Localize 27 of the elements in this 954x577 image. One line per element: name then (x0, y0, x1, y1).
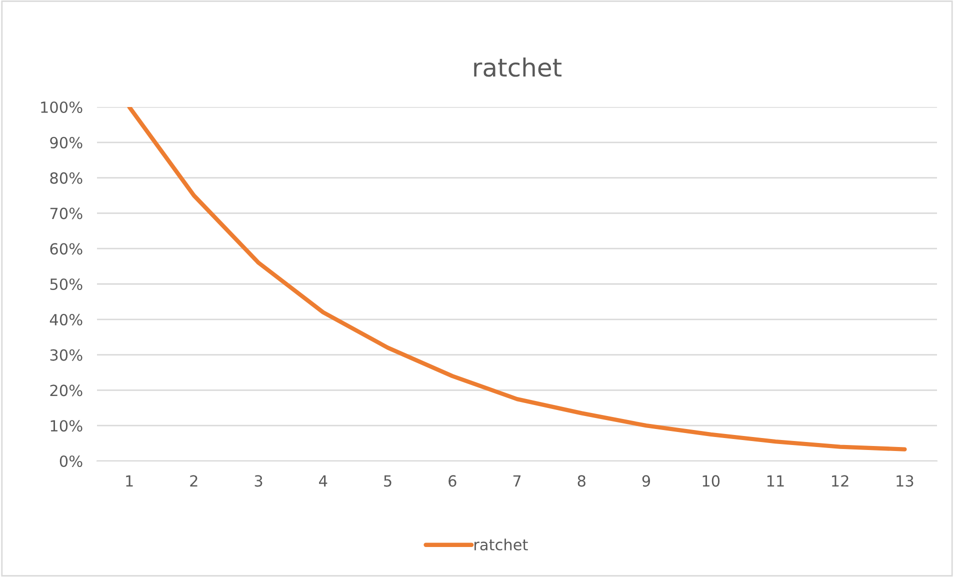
x-tick-label: 1 (126, 475, 133, 486)
y-tick-label: 30% (50, 349, 82, 361)
y-tick-label: 10% (50, 420, 82, 432)
x-tick-label: 12 (832, 475, 848, 486)
y-tick-label: 90% (50, 136, 82, 148)
x-tick-label: 5 (384, 475, 392, 487)
x-tick-label: 2 (190, 475, 198, 486)
x-tick-label: 4 (319, 475, 328, 486)
y-tick-label: 40% (50, 314, 82, 326)
line-series (127, 107, 907, 452)
y-tick-label: 70% (50, 208, 82, 220)
x-tick-label: 13 (896, 475, 914, 487)
y-tick-label: 0% (60, 455, 82, 468)
legend-label: ratchet (474, 538, 528, 550)
x-tick-label: 11 (767, 475, 784, 486)
x-tick-label: 7 (513, 475, 521, 486)
x-tick-label: 6 (448, 475, 456, 487)
x-tick-label: 9 (642, 475, 650, 487)
y-tick-label: 80% (50, 172, 82, 184)
x-tick-label: 10 (702, 475, 720, 487)
y-tick-label: 50% (50, 278, 82, 290)
x-tick-label: 8 (578, 475, 586, 487)
y-tick-label: 100% (41, 101, 82, 114)
y-tick-label: 60% (50, 243, 82, 255)
x-tick-label: 3 (254, 475, 262, 487)
chart-title: ratchet (474, 57, 562, 77)
y-tick-label: 20% (50, 384, 82, 396)
